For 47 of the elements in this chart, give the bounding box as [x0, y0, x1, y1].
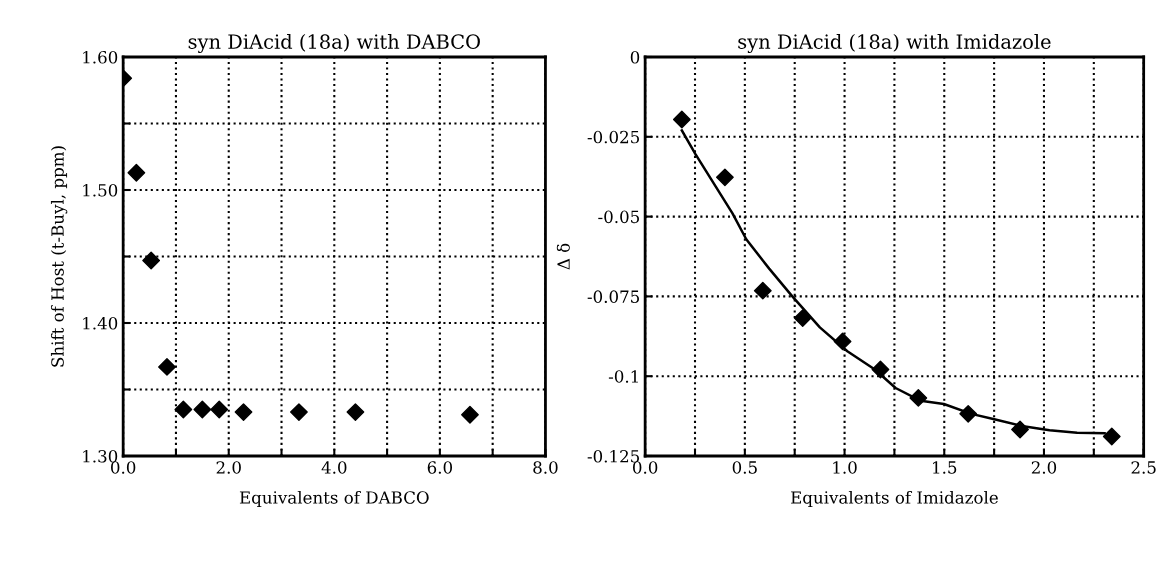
chart-title: syn DiAcid (18a) with Imidazole: [738, 33, 1051, 53]
point: [833, 332, 852, 351]
point: [1011, 420, 1029, 439]
y-tick-label: 1.60: [83, 50, 118, 64]
point: [793, 309, 812, 328]
point: [210, 400, 229, 419]
x-tick-label: 8.0: [533, 461, 558, 474]
y-tick-label: -0.1: [608, 370, 638, 383]
y-tick-label: -0.125: [587, 449, 639, 463]
point: [234, 403, 253, 422]
y-tick-label: 1.30: [83, 449, 118, 463]
point: [174, 400, 193, 419]
point: [193, 400, 212, 419]
point: [753, 281, 772, 300]
point: [290, 403, 308, 422]
y-tick-label: 1.50: [83, 183, 118, 197]
y-tick-label: -0.075: [587, 290, 639, 303]
point: [871, 360, 890, 379]
x-tick-label: 2.0: [1031, 461, 1057, 474]
x-axis-title: Equivalents of DABCO: [239, 490, 429, 508]
point: [158, 357, 176, 376]
x-tick-label: 0.0: [633, 461, 658, 474]
x-tick-label: 0.0: [111, 461, 136, 474]
point: [142, 251, 161, 270]
y-tick-label: -0.025: [587, 130, 639, 144]
x-tick-label: 4.0: [321, 461, 347, 474]
point: [127, 163, 146, 182]
x-tick-label: 2.0: [216, 461, 241, 474]
x-tick-label: 1.5: [933, 461, 957, 474]
y-tick-label: -0.05: [598, 210, 639, 224]
y-tick-label: 0: [630, 50, 640, 64]
point: [461, 405, 479, 424]
y-axis-title: Shift of Host (t-Buyl, ppm): [50, 146, 68, 367]
chart-title: syn DiAcid (18a) with DABCO: [188, 33, 480, 53]
point: [1102, 427, 1121, 446]
point: [672, 110, 691, 129]
point: [959, 404, 978, 423]
x-tick-label: 1.0: [833, 461, 857, 474]
y-axis-title: Δ δ: [556, 243, 570, 270]
x-axis-title: Equivalents of Imidazole: [791, 490, 998, 508]
x-tick-label: 0.5: [732, 461, 757, 474]
point: [346, 403, 365, 422]
x-tick-label: 2.5: [1131, 461, 1156, 474]
x-tick-label: 6.0: [427, 461, 453, 474]
point: [716, 168, 734, 187]
y-tick-label: 1.40: [83, 316, 118, 330]
point: [909, 388, 928, 407]
